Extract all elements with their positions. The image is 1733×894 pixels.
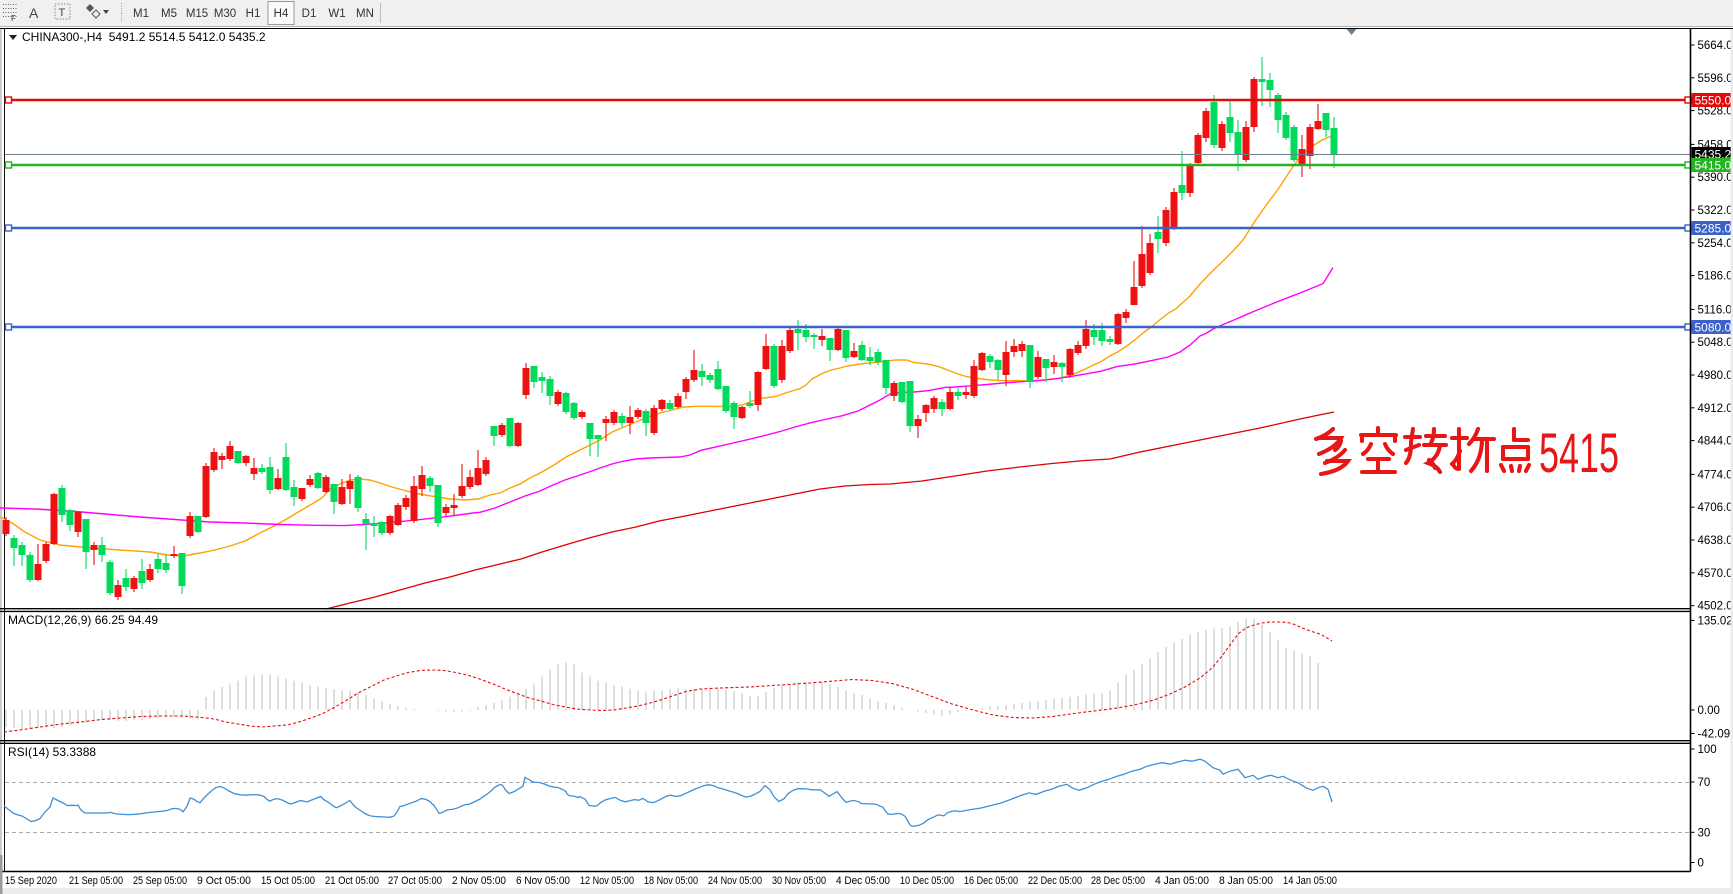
svg-text:5528.0: 5528.0 (1698, 106, 1733, 118)
svg-text:2 Nov 05:00: 2 Nov 05:00 (452, 875, 506, 887)
svg-text:15 Sep 2020: 15 Sep 2020 (5, 875, 57, 887)
svg-text:M5: M5 (161, 8, 177, 20)
svg-text:8 Jan 05:00: 8 Jan 05:00 (1219, 875, 1273, 887)
svg-text:4502.0: 4502.0 (1698, 601, 1733, 613)
svg-text:21 Sep 05:00: 21 Sep 05:00 (69, 875, 123, 887)
svg-text:5048.0: 5048.0 (1698, 337, 1733, 349)
svg-text:9 Oct 05:00: 9 Oct 05:00 (197, 875, 251, 887)
svg-text:4638.0: 4638.0 (1698, 535, 1733, 547)
svg-text:16 Dec 05:00: 16 Dec 05:00 (964, 875, 1018, 887)
svg-text:4 Jan 05:00: 4 Jan 05:00 (1155, 875, 1209, 887)
svg-text:5080.0: 5080.0 (1695, 321, 1732, 335)
svg-text:A: A (29, 5, 39, 21)
svg-text:4570.0: 4570.0 (1698, 568, 1733, 580)
svg-text:4912.0: 4912.0 (1698, 403, 1733, 415)
svg-text:4774.0: 4774.0 (1698, 469, 1733, 481)
svg-text:5596.0: 5596.0 (1698, 73, 1733, 85)
svg-text:5664.0: 5664.0 (1698, 40, 1733, 52)
svg-text:10 Dec 05:00: 10 Dec 05:00 (900, 875, 954, 887)
svg-text:M30: M30 (214, 8, 236, 20)
svg-text:4844.0: 4844.0 (1698, 436, 1733, 448)
svg-text:H1: H1 (246, 8, 261, 20)
svg-text:4 Dec 05:00: 4 Dec 05:00 (836, 875, 890, 887)
svg-text:5415: 5415 (1539, 421, 1619, 484)
svg-text:21 Oct 05:00: 21 Oct 05:00 (325, 875, 379, 887)
svg-text:5254.0: 5254.0 (1698, 238, 1733, 250)
svg-text:6 Nov 05:00: 6 Nov 05:00 (516, 875, 570, 887)
svg-text:5285.0: 5285.0 (1695, 222, 1732, 236)
svg-text:4980.0: 4980.0 (1698, 370, 1733, 382)
svg-text:15 Oct 05:00: 15 Oct 05:00 (261, 875, 315, 887)
svg-text:T: T (59, 7, 66, 19)
svg-text:5186.0: 5186.0 (1698, 271, 1733, 283)
svg-text:14 Jan 05:00: 14 Jan 05:00 (1283, 875, 1337, 887)
svg-text:30 Nov 05:00: 30 Nov 05:00 (772, 875, 826, 887)
svg-text:70: 70 (1698, 777, 1711, 789)
svg-text:25 Sep 05:00: 25 Sep 05:00 (133, 875, 187, 887)
svg-text:30: 30 (1698, 827, 1711, 839)
svg-text:5550.0: 5550.0 (1695, 94, 1732, 108)
svg-text:22 Dec 05:00: 22 Dec 05:00 (1028, 875, 1082, 887)
svg-text:0: 0 (1698, 858, 1704, 870)
svg-text:27 Oct 05:00: 27 Oct 05:00 (388, 875, 442, 887)
svg-text:5322.0: 5322.0 (1698, 205, 1733, 217)
svg-text:CHINA300-,H4 5491.2 5514.5 54: CHINA300-,H4 5491.2 5514.5 5412.0 5435.2 (22, 30, 266, 44)
svg-text:5390.0: 5390.0 (1698, 172, 1733, 184)
svg-text:12 Nov 05:00: 12 Nov 05:00 (580, 875, 634, 887)
svg-text:0.00: 0.00 (1698, 705, 1720, 717)
svg-text:F: F (11, 14, 16, 23)
svg-text:135.02: 135.02 (1698, 615, 1733, 627)
svg-text:W1: W1 (328, 8, 345, 20)
svg-text:M1: M1 (133, 8, 149, 20)
svg-text:24 Nov 05:00: 24 Nov 05:00 (708, 875, 762, 887)
svg-text:-42.09: -42.09 (1698, 729, 1731, 741)
svg-text:5116.0: 5116.0 (1698, 304, 1732, 316)
svg-text:100: 100 (1698, 744, 1717, 756)
svg-text:H4: H4 (274, 8, 289, 20)
svg-text:5415.0: 5415.0 (1695, 159, 1732, 173)
svg-text:D1: D1 (302, 8, 317, 20)
svg-text:RSI(14) 53.3388: RSI(14) 53.3388 (8, 745, 96, 759)
svg-text:18 Nov 05:00: 18 Nov 05:00 (644, 875, 698, 887)
svg-text:4706.0: 4706.0 (1698, 502, 1733, 514)
svg-text:MN: MN (356, 8, 374, 20)
svg-text:M15: M15 (186, 8, 208, 20)
svg-text:28 Dec 05:00: 28 Dec 05:00 (1091, 875, 1145, 887)
svg-text:MACD(12,26,9) 66.25 94.49: MACD(12,26,9) 66.25 94.49 (8, 613, 158, 627)
